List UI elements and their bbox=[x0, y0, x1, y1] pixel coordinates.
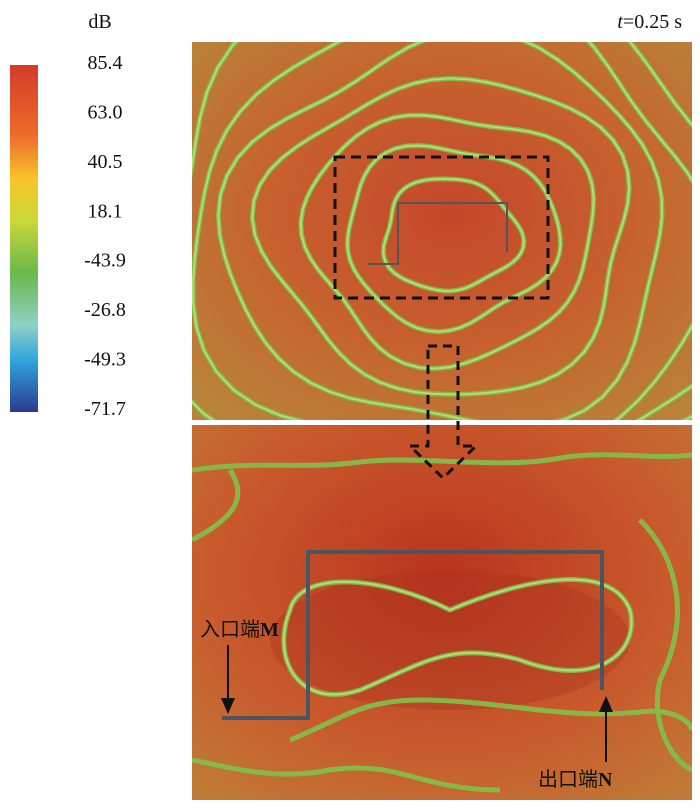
inlet-letter: M bbox=[260, 619, 279, 641]
outlet-letter: N bbox=[598, 769, 613, 791]
colorbar-label: -43.9 bbox=[84, 250, 126, 272]
inlet-text: 入口端 bbox=[200, 618, 260, 641]
wavefront bbox=[289, 697, 692, 743]
time-text: =0.25 s bbox=[623, 11, 682, 33]
colorbar-label: -49.3 bbox=[84, 349, 126, 371]
field-shade bbox=[270, 570, 630, 710]
time-symbol: t bbox=[617, 11, 623, 33]
colorbar bbox=[10, 65, 38, 412]
wavefront bbox=[192, 42, 692, 420]
pipe bbox=[222, 550, 604, 720]
outlet-label: 出口端N bbox=[538, 768, 613, 791]
wavefront bbox=[382, 177, 525, 293]
wavefront bbox=[638, 518, 692, 773]
colorbar-labels: 85.4 63.0 40.5 18.1 -43.9 -26.8 -49.3 -71.7 bbox=[84, 52, 126, 420]
colorbar-unit: dB bbox=[88, 11, 111, 33]
inlet-label: 入口端M bbox=[200, 618, 279, 641]
colorbar-label: -71.7 bbox=[84, 398, 126, 420]
wavefront bbox=[282, 578, 633, 696]
pipe bbox=[368, 202, 508, 265]
colorbar-label: -26.8 bbox=[84, 299, 126, 321]
wavefront bbox=[299, 114, 595, 370]
top-field bbox=[192, 42, 692, 420]
wavefront bbox=[192, 757, 501, 793]
wavefronts bbox=[192, 42, 692, 420]
field-background bbox=[192, 425, 692, 800]
wavefront bbox=[251, 77, 631, 396]
colorbar-label: 63.0 bbox=[88, 101, 123, 123]
field-background bbox=[192, 42, 692, 420]
time-label: t=0.25 s bbox=[617, 11, 682, 33]
wavefront bbox=[192, 452, 692, 473]
outlet-text: 出口端 bbox=[538, 768, 598, 791]
outlet-arrowhead bbox=[599, 696, 613, 712]
zoom-arrow bbox=[406, 344, 480, 481]
wavefront bbox=[192, 468, 241, 543]
wavefront bbox=[346, 144, 562, 333]
colorbar-label: 85.4 bbox=[88, 52, 123, 74]
wavefront bbox=[217, 42, 664, 420]
inlet-arrowhead bbox=[221, 698, 235, 714]
bottom-field bbox=[192, 425, 692, 800]
colorbar-label: 18.1 bbox=[88, 200, 123, 222]
colorbar-label: 40.5 bbox=[88, 151, 123, 173]
